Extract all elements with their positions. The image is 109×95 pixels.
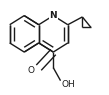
Text: N: N	[49, 11, 57, 20]
Text: O: O	[28, 66, 35, 75]
Text: OH: OH	[62, 80, 76, 89]
